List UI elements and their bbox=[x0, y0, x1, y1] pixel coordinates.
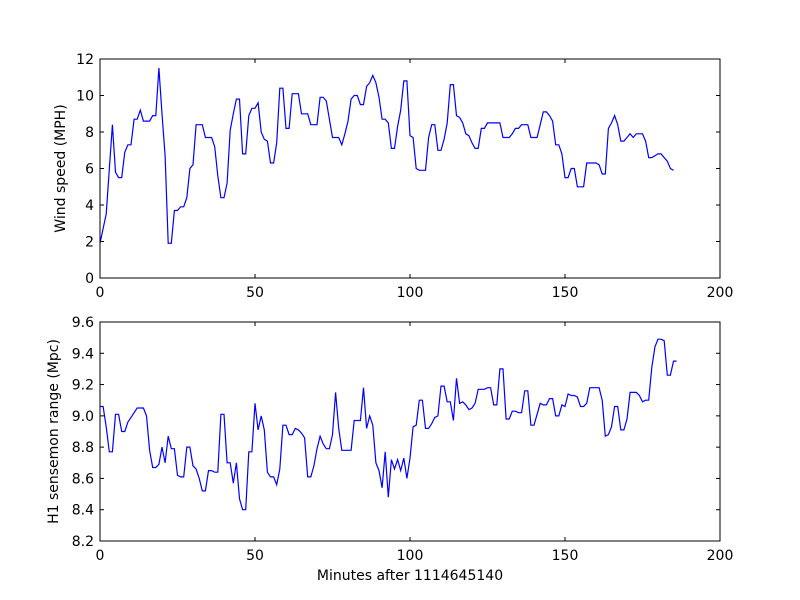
y-tick-label: 6 bbox=[85, 162, 94, 178]
x-tick-label: 100 bbox=[397, 548, 424, 564]
y-tick-label: 9.4 bbox=[72, 346, 94, 362]
x-tick-label: 200 bbox=[707, 548, 734, 564]
x-tick-label: 150 bbox=[552, 285, 579, 301]
data-line bbox=[99, 68, 674, 244]
y-tick-label: 10 bbox=[76, 89, 94, 105]
x-tick-label: 50 bbox=[246, 548, 264, 564]
y-tick-label: 9.0 bbox=[72, 409, 94, 425]
y-axis-label: Wind speed (MPH) bbox=[53, 104, 69, 232]
x-tick-label: 200 bbox=[707, 285, 734, 301]
y-axis-label: H1 sensemon range (Mpc) bbox=[46, 339, 62, 524]
y-tick-label: 9.2 bbox=[72, 378, 94, 394]
y-tick-label: 8.2 bbox=[72, 534, 94, 550]
y-tick-label: 4 bbox=[85, 198, 94, 214]
x-tick-label: 100 bbox=[397, 285, 424, 301]
y-tick-label: 12 bbox=[76, 52, 94, 68]
axes-frame bbox=[99, 58, 721, 279]
y-tick-label: 0 bbox=[85, 271, 94, 287]
y-tick-label: 9.6 bbox=[72, 315, 94, 331]
x-tick-label: 0 bbox=[96, 285, 105, 301]
y-tick-label: 8.6 bbox=[72, 471, 94, 487]
y-tick-label: 8 bbox=[85, 125, 94, 141]
data-line bbox=[100, 338, 677, 511]
x-tick-label: 0 bbox=[96, 548, 105, 564]
y-tick-label: 8.8 bbox=[72, 440, 94, 456]
x-tick-label: 50 bbox=[246, 285, 264, 301]
y-tick-label: 8.4 bbox=[72, 503, 94, 519]
x-tick-label: 150 bbox=[552, 548, 579, 564]
x-axis-label: Minutes after 1114645140 bbox=[317, 568, 503, 584]
y-tick-label: 2 bbox=[85, 235, 94, 251]
axes-frame bbox=[99, 321, 721, 542]
